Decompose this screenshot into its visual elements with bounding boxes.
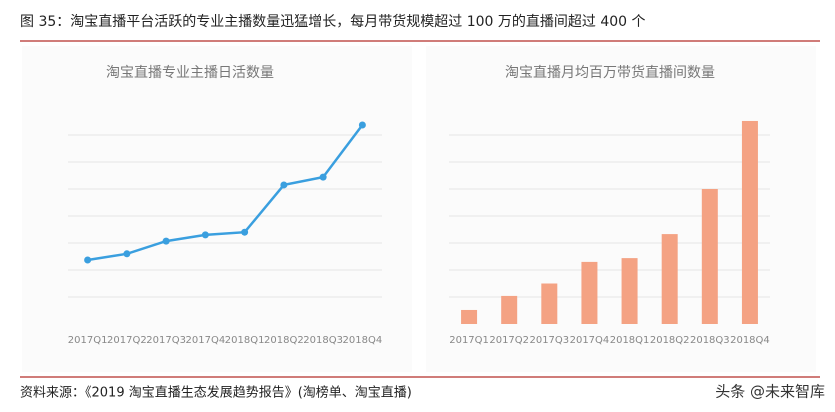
bar — [541, 283, 558, 324]
bar — [461, 309, 478, 324]
x-tick-label: 2018Q1 — [225, 335, 265, 346]
point — [319, 173, 327, 181]
x-tick-label: 2018Q4 — [730, 335, 770, 346]
page-title: 图 35：淘宝直播平台活跃的专业主播数量迅猛增长，每月带货规模超过 100 万的… — [20, 13, 646, 30]
bar — [741, 120, 758, 325]
x-tick-label: 2018Q2 — [264, 335, 304, 346]
x-tick-label: 2018Q4 — [343, 335, 383, 346]
x-tick-label: 2018Q3 — [303, 335, 343, 346]
line — [87, 124, 364, 262]
x-tick-label: 2017Q4 — [186, 335, 226, 346]
panel — [22, 46, 412, 372]
point — [84, 256, 92, 264]
bar — [581, 261, 598, 324]
x-tick-label: 2017Q4 — [570, 335, 610, 346]
point — [241, 228, 249, 236]
x-tick-label: 2017Q2 — [107, 335, 147, 346]
x-tick-label: 2017Q1 — [68, 335, 108, 346]
x-tick-label: 2018Q2 — [650, 335, 690, 346]
x-tick-label: 2018Q3 — [690, 335, 730, 346]
point — [358, 121, 366, 129]
point — [280, 181, 288, 189]
point — [162, 237, 170, 245]
bar — [621, 258, 638, 324]
bar — [701, 189, 718, 324]
x-tick-label: 2017Q3 — [529, 335, 569, 346]
watermark: 头条 @未来智库 — [715, 383, 825, 401]
x-tick-label: 2018Q1 — [610, 335, 650, 346]
x-tick-label: 2017Q2 — [489, 335, 529, 346]
x-tick-label: 2017Q1 — [449, 335, 489, 346]
bar — [501, 295, 518, 324]
chart-title: 淘宝直播专业主播日活数量 — [106, 64, 274, 81]
chart-title: 淘宝直播月均百万带货直播间数量 — [505, 64, 715, 81]
point — [201, 231, 209, 239]
source: 资料来源：《2019 淘宝直播生态发展趋势报告》(淘榜单、淘宝直播) — [20, 385, 412, 401]
x-tick-label: 2017Q3 — [146, 335, 186, 346]
point — [123, 250, 131, 258]
bar — [661, 234, 678, 324]
